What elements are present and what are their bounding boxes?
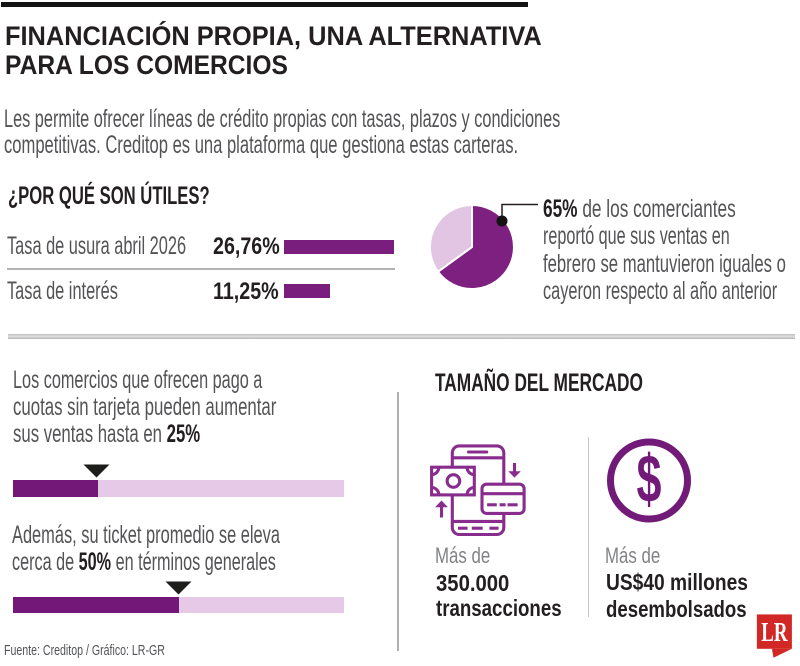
svg-text:$: $: [637, 442, 662, 518]
svg-text:LR: LR: [761, 618, 788, 648]
